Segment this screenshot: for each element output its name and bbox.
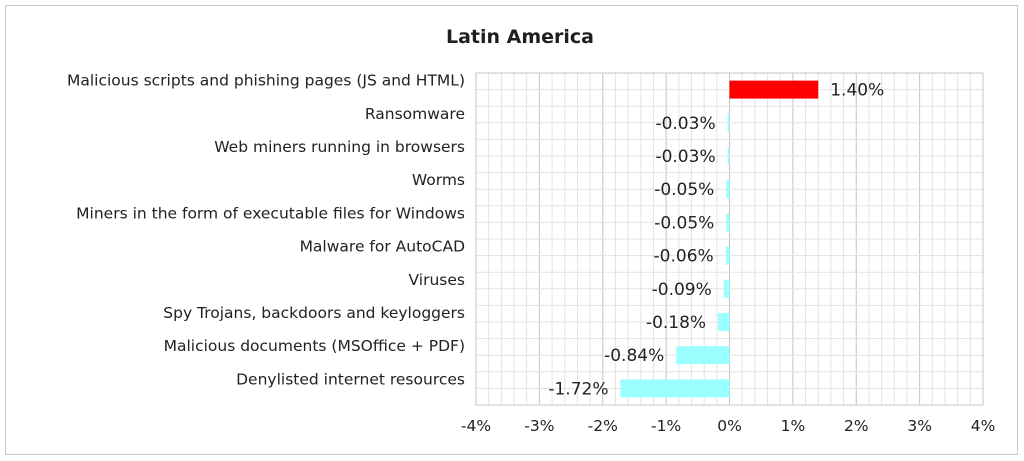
x-tick-label: 0% (717, 417, 742, 435)
value-label: -1.72% (548, 379, 608, 399)
category-label: Malicious documents (MSOffice + PDF) (164, 337, 465, 355)
value-label: -0.03% (655, 147, 715, 167)
value-labels: 1.40% -0.03% -0.03% -0.05% -0.05% -0.06% -0.09… (548, 81, 884, 400)
x-tick-labels: -4% -3% -2% -1% 0% 1% 2% 3% 4% (461, 417, 995, 435)
chart-title: Latin America (446, 26, 594, 48)
category-label: Viruses (409, 271, 465, 289)
x-tick-label: -3% (524, 417, 554, 435)
bar (725, 246, 730, 265)
x-tick-label: 4% (971, 417, 996, 435)
value-label: -0.18% (646, 313, 706, 333)
x-tick-label: 3% (907, 417, 932, 435)
x-tick-label: 2% (844, 417, 869, 435)
bar (620, 379, 730, 398)
bar (729, 80, 819, 99)
category-label: Denylisted internet resources (236, 370, 465, 388)
x-tick-label: -4% (461, 417, 491, 435)
category-label: Malicious scripts and phishing pages (JS… (67, 72, 465, 90)
value-label: -0.05% (654, 213, 714, 233)
bar (723, 279, 730, 298)
x-tick-label: -2% (588, 417, 618, 435)
value-label: -0.06% (654, 247, 714, 267)
category-label: Web miners running in browsers (214, 138, 465, 156)
plot-area-border (475, 72, 984, 406)
value-label: -0.09% (652, 280, 712, 300)
bar (726, 180, 730, 199)
value-label: -0.84% (604, 346, 664, 366)
bar (676, 346, 730, 365)
category-label: Malware for AutoCAD (300, 238, 466, 256)
category-label: Spy Trojans, backdoors and keyloggers (163, 304, 465, 322)
chart-frame (5, 5, 1018, 455)
bar (726, 213, 730, 232)
x-tick-label: 1% (781, 417, 806, 435)
value-label: 1.40% (830, 81, 884, 101)
value-label: -0.03% (655, 114, 715, 134)
value-label: -0.05% (654, 180, 714, 200)
bars (620, 80, 819, 398)
category-label: Miners in the form of executable files f… (76, 204, 465, 222)
bar (718, 313, 730, 331)
bar (727, 147, 730, 165)
category-label: Worms (412, 171, 465, 189)
bar (727, 113, 730, 132)
category-label: Ransomware (365, 105, 465, 123)
category-labels: Malicious scripts and phishing pages (JS… (67, 72, 465, 389)
x-tick-label: -1% (651, 417, 681, 435)
